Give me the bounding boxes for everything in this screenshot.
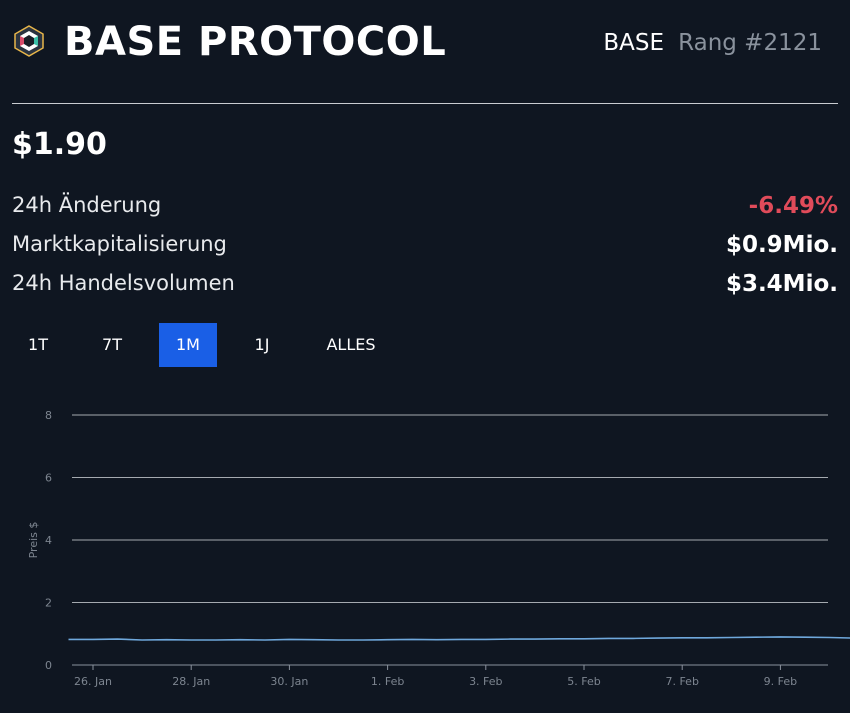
stat-row-market-cap: Marktkapitalisierung $0.9Mio. — [12, 232, 838, 264]
price-chart[interactable]: 0 2 4 6 8 26. Jan 28. Jan 30. Jan 1. Feb 3. Feb 5… — [0, 395, 850, 713]
chart-y-axis-label: Preis $ — [27, 522, 40, 559]
token-symbol: BASE — [603, 30, 664, 56]
chart-grid — [72, 414, 828, 666]
stat-row-change: 24h Änderung -6.49% — [12, 193, 838, 225]
page-title: BASE PROTOCOL — [64, 19, 447, 65]
rank-label: Rang #2121 — [678, 30, 822, 56]
chart-y-ticks: 0 2 4 6 8 — [45, 409, 52, 672]
chart-x-tick-label: 30. Jan — [270, 675, 308, 688]
chart-y-tick-label: 0 — [45, 659, 52, 672]
header: BASE PROTOCOL BASE Rang #2121 — [12, 18, 838, 68]
chart-y-tick-label: 6 — [45, 472, 52, 485]
chart-x-tick-label: 3. Feb — [469, 675, 502, 688]
base-protocol-logo-icon — [14, 25, 44, 57]
chart-x-tick-label: 1. Feb — [371, 675, 404, 688]
stat-value-volume: $3.4Mio. — [725, 271, 838, 297]
range-button-1m[interactable]: 1M — [159, 323, 217, 367]
range-button-1j[interactable]: 1J — [254, 335, 270, 354]
stat-label: 24h Handelsvolumen — [12, 271, 235, 295]
stat-value-market-cap: $0.9Mio. — [725, 232, 838, 258]
header-divider — [12, 103, 838, 104]
stat-row-volume: 24h Handelsvolumen $3.4Mio. — [12, 271, 838, 303]
chart-x-tick-label: 7. Feb — [665, 675, 698, 688]
range-button-7t[interactable]: 7T — [102, 335, 122, 354]
chart-series-line — [68, 636, 850, 641]
current-price: $1.90 — [12, 127, 107, 162]
chart-x-tick-label: 26. Jan — [74, 675, 112, 688]
chart-y-tick-label: 4 — [45, 534, 52, 547]
chart-x-tick-label: 5. Feb — [567, 675, 600, 688]
range-button-alles[interactable]: ALLES — [326, 335, 376, 354]
chart-x-tick-label: 9. Feb — [764, 675, 797, 688]
stat-value-change: -6.49% — [748, 193, 838, 219]
chart-y-tick-label: 8 — [45, 409, 52, 422]
chart-y-tick-label: 2 — [45, 597, 52, 610]
stat-label: Marktkapitalisierung — [12, 232, 227, 256]
chart-x-tick-label: 28. Jan — [172, 675, 210, 688]
chart-x-ticks: 26. Jan 28. Jan 30. Jan 1. Feb 3. Feb 5. Feb 7… — [74, 665, 797, 688]
range-button-1t[interactable]: 1T — [28, 335, 48, 354]
stat-label: 24h Änderung — [12, 193, 162, 217]
